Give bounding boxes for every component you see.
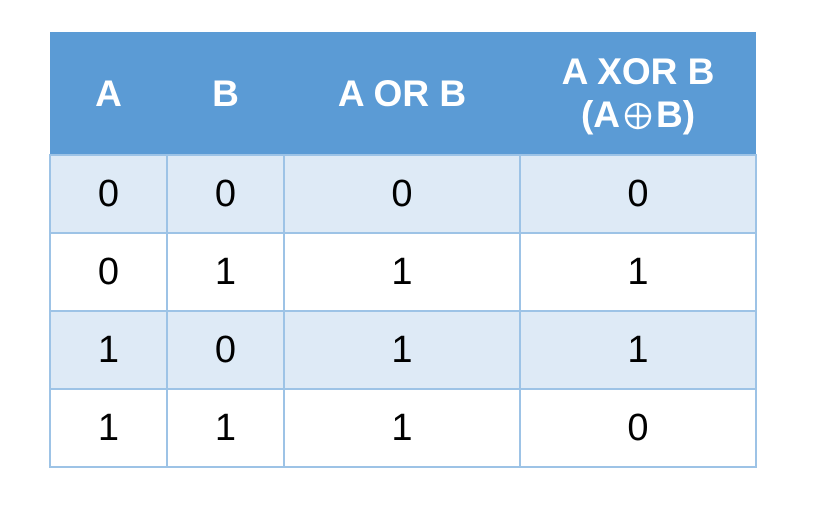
cell-xor: 0	[519, 388, 757, 468]
cell-or: 1	[283, 388, 521, 468]
table-row: 1 0 1 1	[49, 310, 757, 390]
header-xor-title: A XOR B	[561, 51, 715, 92]
header-xor-close: B)	[656, 94, 696, 135]
circled-plus-icon	[624, 102, 652, 130]
header-b: B	[167, 32, 284, 155]
cell-or: 1	[283, 232, 521, 312]
table-body: 0 0 0 0 0 1 1 1 1 0 1 1 1 1 1 0	[49, 154, 757, 468]
table-header: A B A OR B A XOR B (A B)	[50, 32, 756, 155]
cell-a: 0	[49, 154, 168, 234]
header-xor-open: (A	[580, 94, 620, 135]
table-row: 1 1 1 0	[49, 388, 757, 468]
header-xor-formula: (A B)	[520, 93, 756, 136]
truth-table: A B A OR B A XOR B (A B) 0 0 0 0 0 1 1 1 …	[49, 32, 757, 468]
table-row: 0 0 0 0	[49, 154, 757, 234]
table-row: 0 1 1 1	[49, 232, 757, 312]
cell-a: 1	[49, 310, 168, 390]
cell-xor: 1	[519, 232, 757, 312]
header-a-or-b: A OR B	[284, 32, 520, 155]
cell-xor: 0	[519, 154, 757, 234]
cell-b: 0	[166, 310, 285, 390]
cell-a: 0	[49, 232, 168, 312]
header-a: A	[50, 32, 167, 155]
cell-b: 1	[166, 232, 285, 312]
cell-b: 1	[166, 388, 285, 468]
header-a-xor-b: A XOR B (A B)	[520, 32, 756, 155]
cell-xor: 1	[519, 310, 757, 390]
cell-b: 0	[166, 154, 285, 234]
cell-a: 1	[49, 388, 168, 468]
cell-or: 0	[283, 154, 521, 234]
header-row: A B A OR B A XOR B (A B)	[50, 32, 756, 155]
cell-or: 1	[283, 310, 521, 390]
